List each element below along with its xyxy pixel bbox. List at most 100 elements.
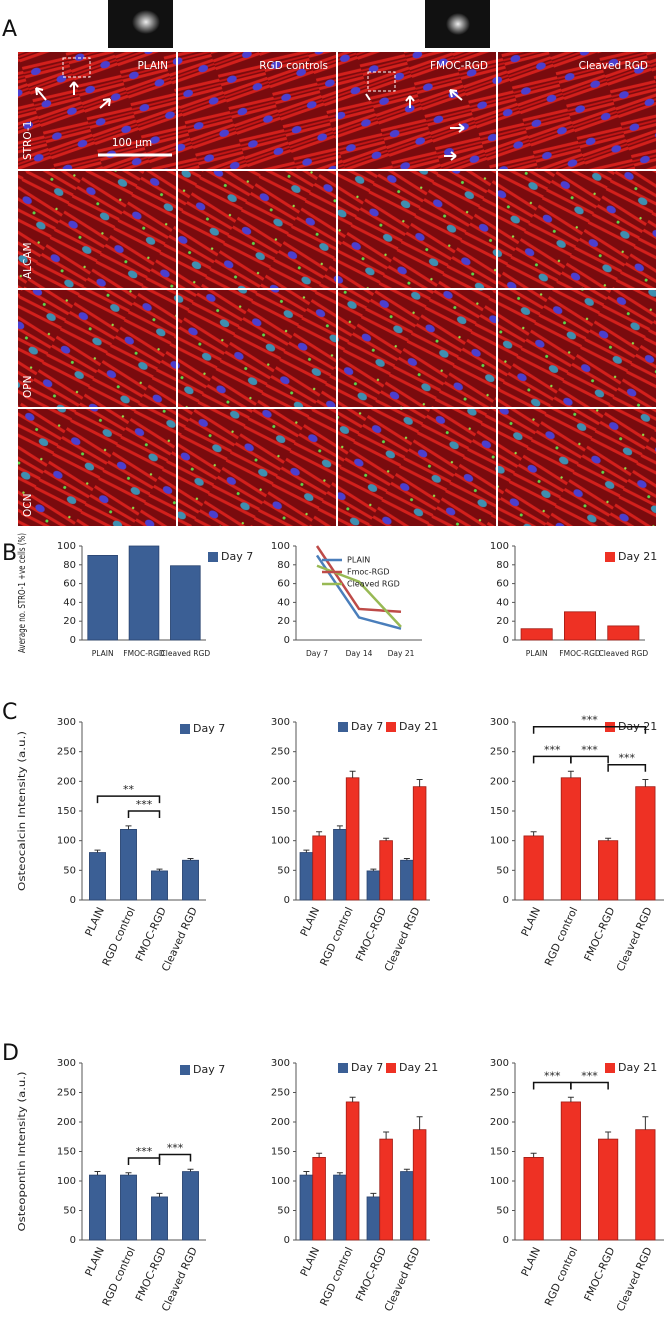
x-tick-label: Cleaved RGD [615, 1245, 655, 1313]
bar [89, 852, 106, 901]
bar [400, 1171, 414, 1241]
bar [598, 1138, 619, 1241]
panel-label: A [2, 17, 17, 42]
error-bar [567, 1096, 574, 1102]
micrograph [18, 52, 176, 169]
legend-label: Day 7 [193, 1063, 225, 1076]
bar [635, 786, 656, 901]
y-tick-label: 200 [271, 776, 290, 787]
column-label: RGD controls [259, 60, 328, 72]
x-tick-label: Day 21 [388, 649, 415, 658]
bar [299, 1174, 314, 1241]
micrograph [178, 171, 336, 288]
micrograph [338, 409, 496, 526]
bar [412, 786, 427, 901]
error-bar [187, 857, 194, 861]
y-tick-label: 100 [490, 541, 509, 552]
y-tick-label: 0 [503, 635, 509, 646]
y-tick-label: 300 [271, 1058, 290, 1069]
error-bar [156, 1192, 163, 1197]
bar [89, 1174, 106, 1241]
column-label: FMOC-RGD [430, 60, 488, 72]
bar [366, 870, 381, 901]
y-tick-label: 300 [490, 717, 509, 728]
y-tick-label: 50 [496, 1206, 509, 1217]
x-tick-label: Cleaved RGD [599, 649, 649, 658]
error-bar [303, 1171, 310, 1176]
legend-swatch [180, 1065, 190, 1075]
legend-label: Cleaved RGD [347, 580, 400, 589]
y-tick-label: 0 [503, 895, 509, 906]
x-tick-label: PLAIN [526, 649, 548, 658]
bar [564, 611, 597, 641]
bar [635, 1129, 656, 1241]
row-label: OCN [22, 494, 34, 517]
legend-swatch [208, 552, 218, 562]
error-bar [370, 1192, 377, 1197]
y-tick-label: 250 [57, 747, 76, 758]
micrograph [498, 290, 656, 407]
significance-bracket [532, 725, 647, 734]
x-tick-label: FMOC-RGD [559, 649, 601, 658]
error-bar [336, 825, 343, 830]
bar [128, 545, 160, 641]
y-tick-label: 100 [57, 541, 76, 552]
significance-label: *** [619, 752, 636, 765]
error-bar [567, 770, 574, 778]
error-bar [530, 831, 537, 836]
y-tick-label: 200 [57, 776, 76, 787]
y-tick-label: 250 [490, 1088, 509, 1099]
micrograph [498, 52, 656, 169]
bar [312, 1157, 326, 1241]
micrograph-grid: PLAIN RGD controls FMOC-RGD Cleaved RGD STRO… [18, 52, 656, 526]
y-tick-label: 0 [70, 895, 76, 906]
bar [151, 870, 168, 901]
micrograph [178, 409, 336, 526]
y-tick-label: 150 [490, 806, 509, 817]
legend-label: Day 21 [618, 1061, 657, 1074]
x-tick-label: Cleaved RGD [161, 649, 211, 658]
y-tick-label: 200 [490, 1117, 509, 1128]
significance-label: *** [544, 1069, 561, 1082]
bar [598, 840, 619, 901]
significance-label: *** [581, 743, 598, 756]
bar [345, 1101, 360, 1241]
y-tick-label: 0 [284, 635, 290, 646]
column-label: Cleaved RGD [579, 60, 648, 72]
x-tick-label: Cleaved RGD [383, 905, 423, 973]
y-tick-label: 200 [271, 1117, 290, 1128]
y-tick-label: 50 [63, 865, 76, 876]
y-tick-label: 0 [70, 1235, 76, 1246]
significance-bracket [127, 1157, 161, 1165]
bar [182, 859, 199, 901]
micrograph [338, 52, 496, 169]
bar [523, 835, 544, 901]
micrograph [18, 290, 176, 407]
y-tick-label: 20 [496, 616, 509, 627]
y-tick-label: 60 [496, 579, 509, 590]
x-tick-label: FMOC-RGD [134, 1245, 169, 1303]
x-tick-label: PLAIN [298, 905, 322, 938]
y-tick-label: 80 [496, 560, 509, 571]
error-bar [605, 1131, 612, 1140]
error-bar [642, 779, 649, 787]
x-tick-label: FMOC-RGD [123, 649, 165, 658]
significance-label: *** [581, 1069, 598, 1082]
significance-label: *** [136, 1145, 153, 1158]
y-tick-label: 300 [57, 1058, 76, 1069]
significance-bracket [127, 810, 161, 818]
y-tick-label: 100 [271, 836, 290, 847]
y-tick-label: 300 [271, 717, 290, 728]
zoom-box [367, 71, 396, 92]
y-tick-label: 100 [271, 541, 290, 552]
legend-label: Fmoc-RGD [347, 568, 390, 577]
y-tick-label: 100 [490, 1176, 509, 1187]
y-tick-label: 100 [57, 836, 76, 847]
thumbnail-blob [446, 13, 470, 35]
bar [151, 1196, 168, 1241]
significance-bracket [570, 755, 609, 764]
micrograph [498, 171, 656, 288]
bar [333, 1174, 347, 1241]
legend-swatch [386, 1063, 396, 1073]
y-tick-label: 300 [57, 717, 76, 728]
